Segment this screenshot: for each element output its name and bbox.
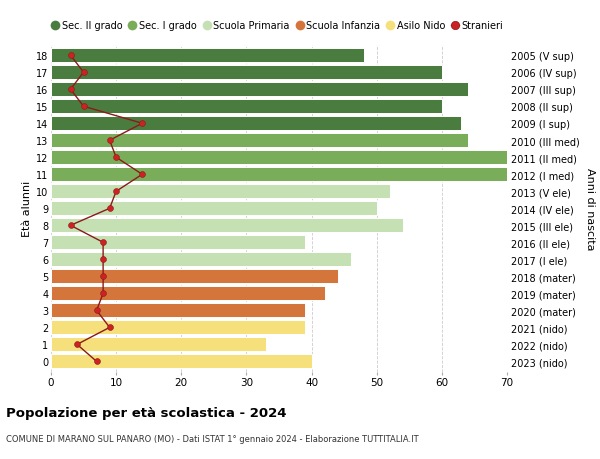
Bar — [51, 253, 350, 267]
Bar — [51, 287, 325, 301]
Text: Popolazione per età scolastica - 2024: Popolazione per età scolastica - 2024 — [6, 406, 287, 419]
Bar — [51, 151, 507, 165]
Bar — [51, 355, 311, 369]
Point — [66, 86, 76, 94]
Point — [66, 52, 76, 60]
Bar — [51, 134, 468, 148]
Point — [92, 307, 101, 314]
Bar — [51, 270, 338, 284]
Text: COMUNE DI MARANO SUL PANARO (MO) - Dati ISTAT 1° gennaio 2024 - Elaborazione TUT: COMUNE DI MARANO SUL PANARO (MO) - Dati … — [6, 434, 419, 443]
Point — [79, 103, 88, 111]
Bar — [51, 66, 442, 80]
Point — [137, 120, 147, 128]
Point — [98, 273, 108, 280]
Point — [98, 256, 108, 263]
Y-axis label: Età alunni: Età alunni — [22, 181, 32, 237]
Point — [112, 188, 121, 196]
Point — [72, 341, 82, 348]
Point — [98, 290, 108, 297]
Bar — [51, 168, 507, 182]
Point — [66, 222, 76, 230]
Point — [137, 171, 147, 179]
Y-axis label: Anni di nascita: Anni di nascita — [586, 168, 595, 250]
Bar — [51, 236, 305, 250]
Point — [105, 205, 115, 213]
Legend: Sec. II grado, Sec. I grado, Scuola Primaria, Scuola Infanzia, Asilo Nido, Stran: Sec. II grado, Sec. I grado, Scuola Prim… — [52, 22, 503, 31]
Point — [92, 358, 101, 365]
Bar — [51, 185, 390, 199]
Bar — [51, 321, 305, 335]
Bar — [51, 219, 403, 233]
Bar — [51, 304, 305, 318]
Bar — [51, 49, 364, 63]
Point — [105, 137, 115, 145]
Point — [79, 69, 88, 77]
Point — [112, 154, 121, 162]
Bar — [51, 202, 377, 216]
Bar — [51, 83, 468, 97]
Point — [98, 239, 108, 246]
Bar — [51, 338, 266, 352]
Bar — [51, 117, 461, 131]
Bar — [51, 100, 442, 114]
Point — [105, 324, 115, 331]
